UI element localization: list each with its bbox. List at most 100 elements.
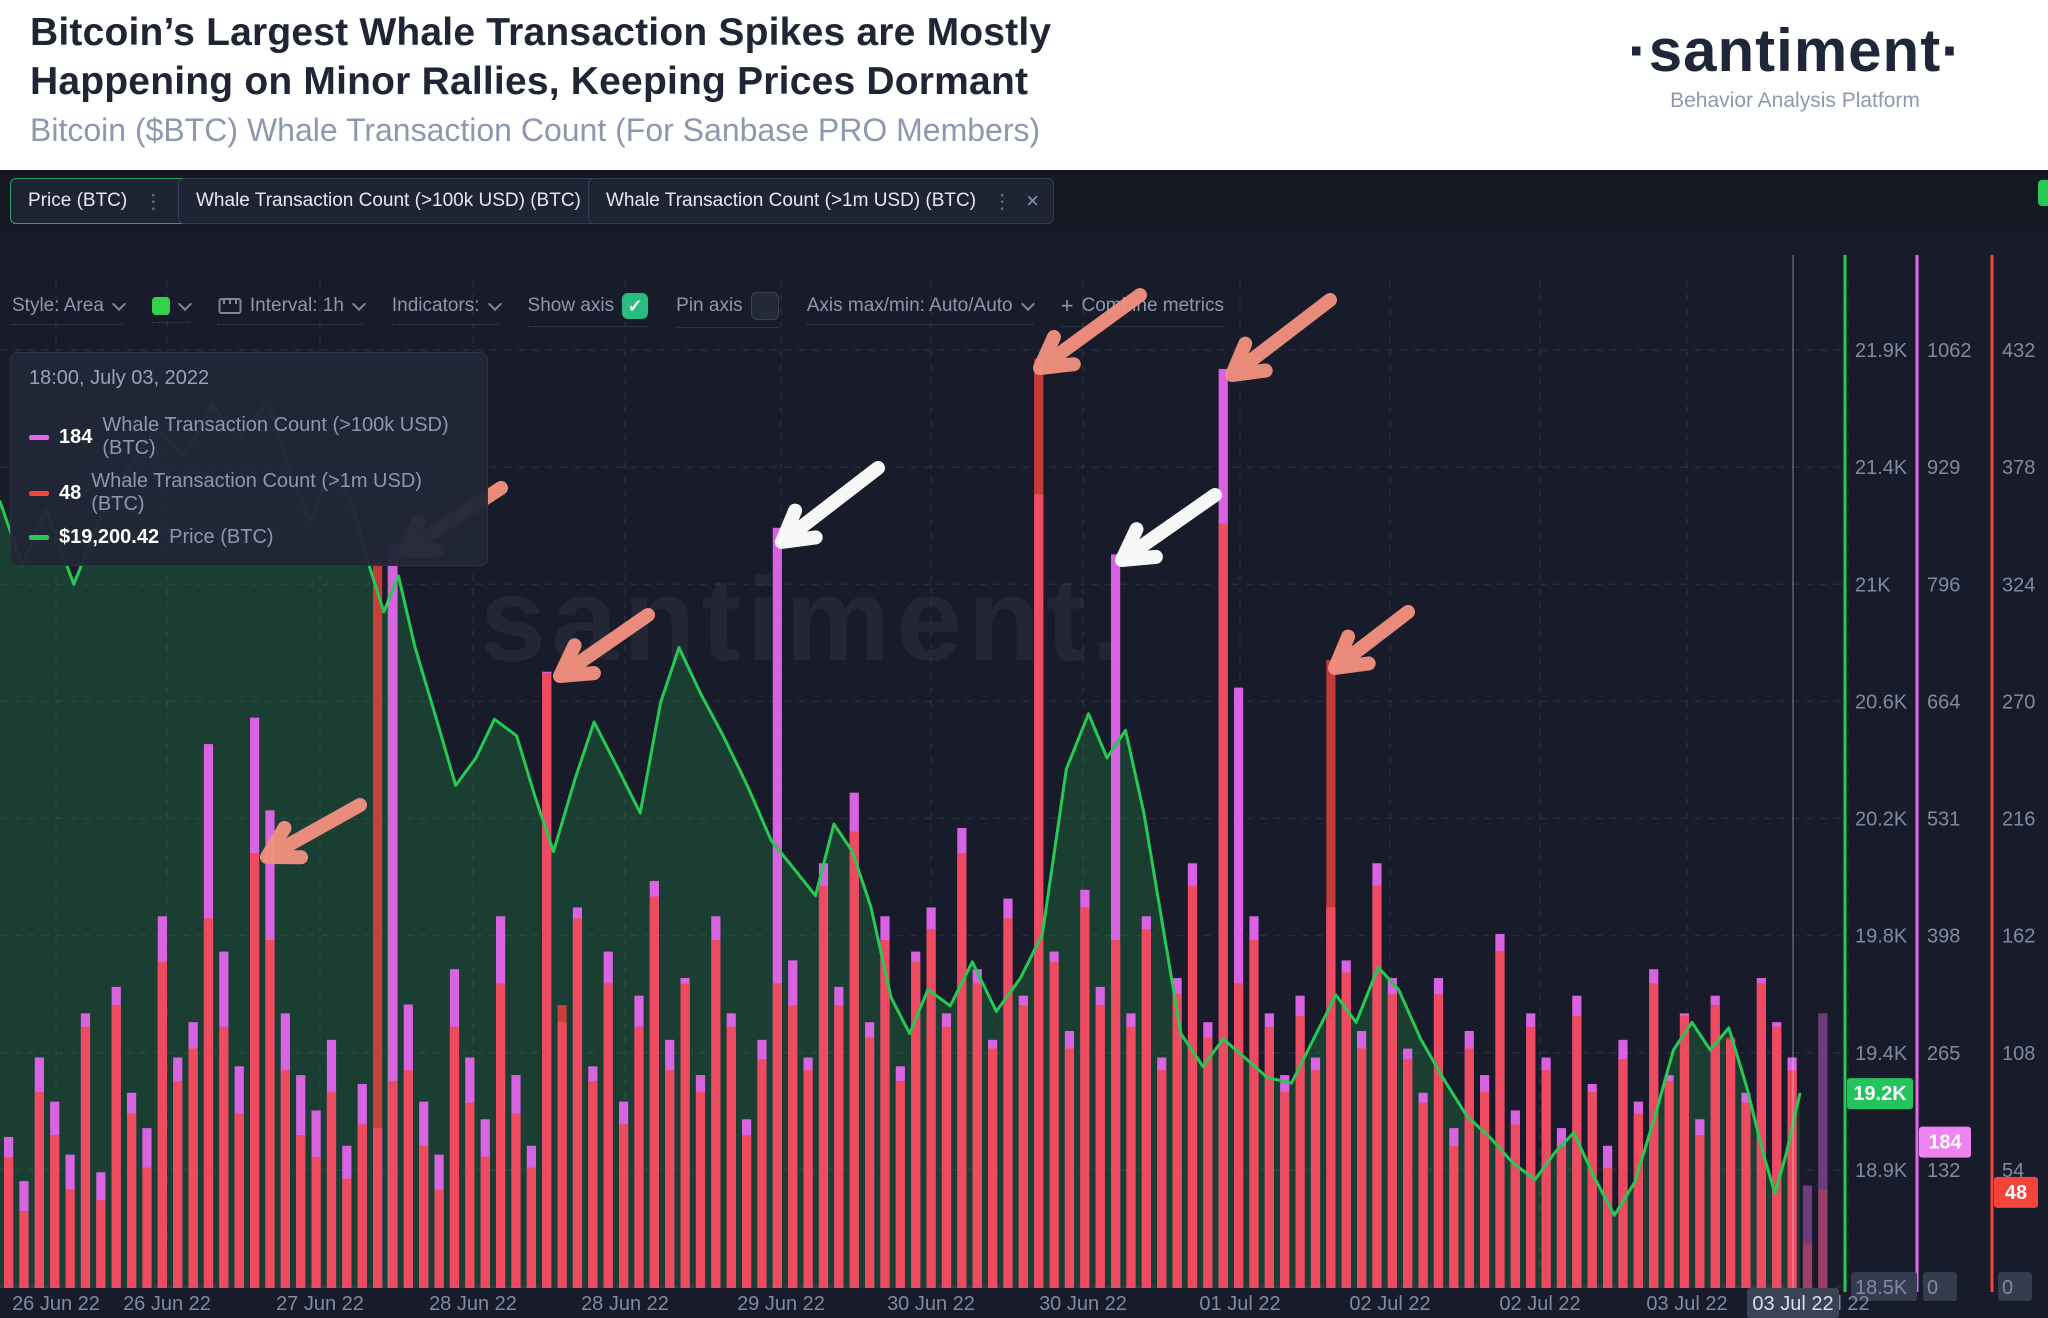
whale-1m-bar <box>588 1080 598 1288</box>
combine-metrics-button[interactable]: + Combine metrics <box>1060 293 1225 327</box>
x-axis-highlight-badge <box>1747 1288 1839 1318</box>
chevron-down-icon <box>487 296 502 312</box>
whale-100k-bar <box>957 827 967 1288</box>
axis-tick-label: 132 <box>1927 1160 1960 1182</box>
x-axis-label: 26 Jun 22 <box>12 1293 100 1315</box>
whale-1m-bar <box>1449 1146 1459 1288</box>
whale-1m-bar <box>250 853 260 1288</box>
x-axis-label: 02 Jul 22 <box>1349 1293 1430 1315</box>
whale-1m-bar <box>1049 961 1059 1288</box>
whale-100k-bar <box>742 1119 752 1288</box>
show-axis-checkbox[interactable]: ✓ <box>622 293 649 319</box>
chip-label: Price (BTC) <box>28 190 128 211</box>
tooltip-value: 184 <box>59 425 93 448</box>
whale-1m-bar <box>96 1200 106 1288</box>
x-axis-label: 30 Jun 22 <box>1039 1293 1127 1315</box>
show-axis-toggle[interactable]: Show axis ✓ <box>527 293 649 327</box>
whale-1m-bar <box>1726 1037 1736 1288</box>
whale-1m-current-badge-text: 48 <box>2005 1182 2027 1204</box>
whale-1m-bar <box>1541 1070 1551 1288</box>
whale-1m-bar <box>603 983 613 1288</box>
plus-icon: + <box>1060 293 1074 318</box>
whale-100k-bar <box>1756 978 1766 1288</box>
whale-100k-bar <box>1495 933 1505 1288</box>
whale-1m-bar <box>1111 939 1121 1288</box>
whale-100k-bar <box>403 1004 413 1288</box>
whale-100k-bar <box>1710 995 1720 1288</box>
whale-100k-bar <box>1818 1013 1828 1288</box>
pin-axis-checkbox[interactable] <box>750 292 779 320</box>
whale-100k-bar <box>188 1022 198 1288</box>
style-dropdown[interactable]: Style: Area <box>12 295 126 325</box>
x-axis-label: 30 Jun 22 <box>887 1293 975 1315</box>
whale-1m-bar <box>1772 1026 1782 1288</box>
whale-100k-bar <box>1357 1031 1367 1288</box>
axis-tick-label: 0 <box>1927 1277 1938 1299</box>
whale-1m-bar <box>1618 1059 1628 1288</box>
whale-100k-bar <box>988 1039 998 1288</box>
whale-100k-bar <box>127 1092 137 1288</box>
whale-1m-bar <box>1526 1026 1536 1288</box>
whale-1m-bar <box>465 1102 475 1288</box>
whale-1m-bar <box>880 939 890 1288</box>
whale-1m-bar <box>988 1048 998 1288</box>
price-current-badge-text: 19.2K <box>1853 1083 1907 1105</box>
whale-1m-bar <box>1018 1005 1028 1288</box>
tooltip-row-whale-1m: 48 Whale Transaction Count (>1m USD) (BT… <box>29 470 469 516</box>
whale-100k-bar <box>572 907 583 1288</box>
chip-price-btc[interactable]: Price (BTC) ⋮ × <box>10 178 206 224</box>
whale-1m-bar <box>634 1026 644 1288</box>
chip-whale-100k[interactable]: Whale Transaction Count (>100k USD) (BTC… <box>178 178 659 224</box>
chip-whale-1m[interactable]: Whale Transaction Count (>1m USD) (BTC) … <box>588 178 1054 224</box>
show-axis-label: Show axis <box>527 295 615 316</box>
whale-100k-bar <box>1433 978 1444 1288</box>
whale-1m-bar <box>865 1037 875 1288</box>
whale-1m-bar <box>419 1146 429 1288</box>
whale-100k-bar <box>1572 995 1582 1288</box>
whale-100k-bar <box>357 1083 367 1288</box>
color-picker[interactable] <box>151 296 192 323</box>
axis-tick-label: 664 <box>1927 691 1960 713</box>
kebab-menu-icon[interactable]: ⋮ <box>143 190 164 213</box>
whale-1m-bar <box>665 1070 675 1288</box>
brand-block: ·santiment· Behavior Analysis Platform <box>1560 16 2030 113</box>
x-axis-label: ul 22 <box>1826 1293 1869 1315</box>
whale-1m-current-badge <box>1994 1176 2038 1208</box>
whale-100k-bar <box>65 1154 75 1288</box>
whale-100k-bar <box>142 1128 152 1288</box>
tooltip-row-whale-100k: 184 Whale Transaction Count (>100k USD) … <box>29 414 469 460</box>
whale-1m-bar <box>1510 1124 1520 1288</box>
whale-100k-bar <box>1618 1039 1628 1288</box>
pin-axis-toggle[interactable]: Pin axis <box>676 292 779 328</box>
whale-100k-bar <box>865 1022 875 1288</box>
whale-1m-bar <box>1695 1135 1705 1288</box>
whale-100k-bar <box>1264 1013 1274 1288</box>
whale-1m-bar <box>496 983 506 1288</box>
interval-dropdown[interactable]: Interval: 1h <box>217 295 366 325</box>
whale-100k-bar <box>818 863 829 1288</box>
axis-maxmin-dropdown[interactable]: Axis max/min: Auto/Auto <box>806 295 1035 325</box>
partial-chip[interactable] <box>2038 180 2048 206</box>
whale-1m-bar <box>926 929 936 1288</box>
axis-tick-label: 1062 <box>1927 340 1972 362</box>
kebab-menu-icon[interactable]: ⋮ <box>992 190 1013 213</box>
chevron-down-icon <box>177 296 192 312</box>
whale-1m-bar <box>726 1026 736 1288</box>
chip-label: Whale Transaction Count (>1m USD) (BTC) <box>606 190 977 211</box>
whale-1m-bar <box>1587 1091 1597 1288</box>
whale-1m-bar <box>542 673 552 1288</box>
whale-100k-bar <box>373 1128 383 1288</box>
whale-100k-bar <box>511 1075 521 1288</box>
close-icon[interactable]: × <box>1026 188 1039 213</box>
whale-100k-bar <box>1018 995 1028 1288</box>
whale-100k-bar <box>788 960 798 1288</box>
whale-1m-bar <box>373 558 383 1288</box>
whale-100k-bar <box>1649 969 1659 1288</box>
indicators-dropdown[interactable]: Indicators: <box>391 295 502 325</box>
whale-1m-bar <box>742 1135 752 1288</box>
whale-1m-bar <box>1556 1146 1567 1288</box>
chart-canvas[interactable]: 21.9K 21.4K 21K 20.6K 20.2K 19.8K 19.4K 18.9K 18… <box>0 170 2048 1318</box>
whale-1m-bar <box>834 1005 844 1288</box>
salmon-annotation-arrow <box>553 608 655 683</box>
whale-100k-bar <box>1172 978 1182 1288</box>
